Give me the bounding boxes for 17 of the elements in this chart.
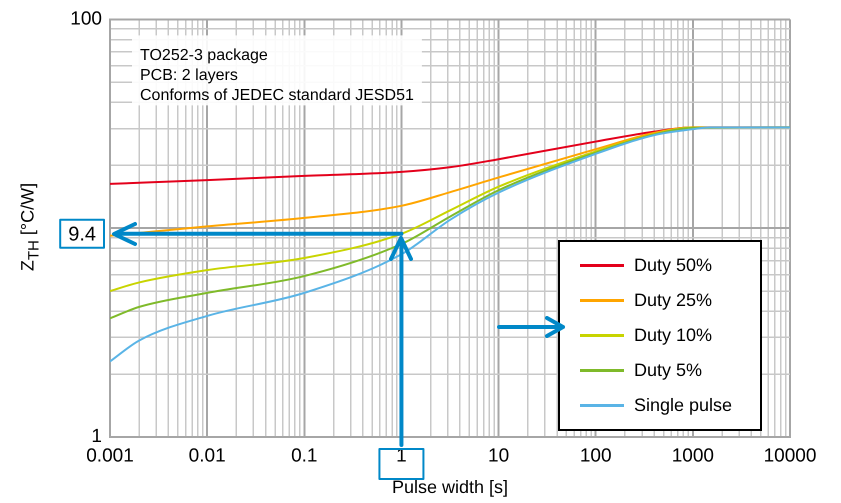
legend-label: Duty 5% [634, 360, 702, 381]
annotation: PCB: 2 layers [140, 66, 238, 84]
legend-label: Duty 10% [634, 325, 712, 346]
legend-label: Duty 50% [634, 255, 712, 276]
x-tick-label: 100 [580, 446, 612, 467]
legend-label: Duty 25% [634, 290, 712, 311]
x-tick-label: 1000 [672, 446, 714, 467]
x-axis-title: Pulse width [s] [392, 477, 508, 498]
legend-label: Single pulse [634, 395, 732, 416]
x-tick-label: 10 [488, 446, 510, 467]
ref-line-label: 9.4 [68, 223, 96, 246]
x-tick-label: 0.1 [291, 446, 318, 467]
x-tick-label: 10000 [764, 446, 816, 467]
x-tick-label: 0.01 [188, 446, 226, 467]
annotation: Conforms of JEDEC standard JESD51 [140, 86, 414, 104]
annotation: TO252-3 package [140, 46, 268, 64]
x-tick-label: 0.001 [86, 446, 134, 467]
